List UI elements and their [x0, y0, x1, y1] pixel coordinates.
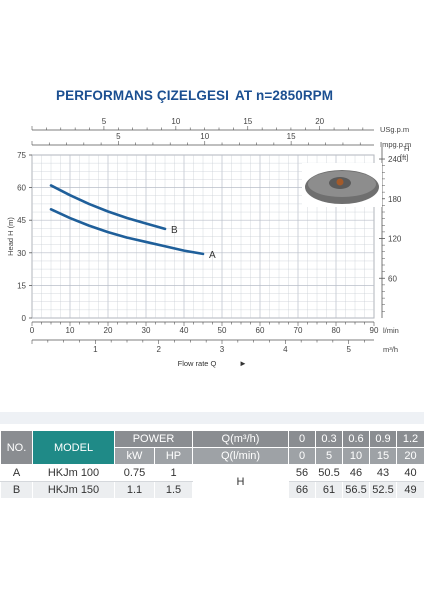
row-h-value: 40 — [396, 464, 424, 482]
q-m3h-value: 1.2 — [396, 430, 424, 448]
top-axis-tick-label: 10 — [171, 117, 180, 126]
right-tick-label: 240 — [388, 155, 402, 164]
m3h-tick-label: 2 — [156, 345, 161, 354]
row-h-value: 61 — [315, 481, 343, 499]
header-kw: kW — [114, 447, 155, 465]
flow-rate-arrow: ► — [239, 359, 247, 368]
right-axis-unit: [ft] — [400, 153, 408, 162]
table-row: A HKJm 100 0.75 1 H 56 50.5 46 43 40 — [0, 464, 424, 499]
row-h-value: 56.5 — [342, 481, 370, 499]
row-no: A — [0, 464, 33, 482]
y-tick-label: 30 — [17, 249, 26, 258]
right-tick-label: 120 — [388, 235, 402, 244]
q-lmin-value: 5 — [315, 447, 343, 465]
header-q-lmin: Q(l/min) — [192, 447, 289, 465]
x-tick-label: 30 — [142, 326, 151, 335]
y-tick-label: 45 — [17, 216, 26, 225]
y-axis-label: Head H (m) — [6, 217, 15, 256]
title-text: PERFORMANS ÇIZELGESI — [56, 88, 230, 103]
q-lmin-value: 20 — [396, 447, 424, 465]
separator-band — [0, 412, 424, 424]
top-axis-unit: Impg.p.m — [380, 140, 411, 149]
x-tick-label: 80 — [332, 326, 341, 335]
x-tick-label: 50 — [218, 326, 227, 335]
top-axis-tick-label: 5 — [116, 132, 121, 141]
row-model: HKJm 150 — [32, 481, 115, 499]
right-axis-label: H — [404, 144, 409, 153]
row-h-value: 50.5 — [315, 464, 343, 482]
row-model: HKJm 100 — [32, 464, 115, 482]
row-h-value: 52.5 — [369, 481, 397, 499]
x-tick-label: 0 — [30, 326, 35, 335]
row-h-value: 49 — [396, 481, 424, 499]
x-tick-label: 40 — [180, 326, 189, 335]
flow-rate-label: Flow rate Q — [178, 359, 217, 368]
series-curve-A — [49, 208, 205, 256]
q-m3h-value: 0.6 — [342, 430, 370, 448]
impeller-center — [336, 178, 344, 186]
x-tick-label: 20 — [104, 326, 113, 335]
top-axis-tick-label: 5 — [102, 117, 107, 126]
header-model: MODEL — [32, 430, 115, 465]
header-power: POWER — [114, 430, 193, 448]
x-tick-label: 70 — [294, 326, 303, 335]
q-m3h-value: 0 — [288, 430, 316, 448]
series-curve-B — [49, 184, 167, 231]
q-m3h-value: 0.9 — [369, 430, 397, 448]
spec-table: NO. MODEL POWER Q(m³/h) 0 0.3 0.6 0.9 1.… — [0, 430, 424, 499]
pump-impeller-photo — [302, 163, 382, 207]
y-tick-label: 75 — [17, 151, 26, 160]
row-h-value: 56 — [288, 464, 316, 482]
x-tick-label: 90 — [370, 326, 379, 335]
top-axis-tick-label: 15 — [287, 132, 296, 141]
m3h-tick-label: 4 — [283, 345, 288, 354]
row-no: B — [0, 481, 33, 499]
series-label-B: B — [171, 225, 178, 236]
y-tick-label: 15 — [17, 281, 26, 290]
top-axis-unit: USg.p.m — [380, 125, 409, 134]
table-row: B HKJm 150 1.1 1.5 66 61 56.5 52.5 49 — [0, 481, 424, 499]
header-hp: HP — [154, 447, 193, 465]
row-h-value: 46 — [342, 464, 370, 482]
m3h-tick-label: 1 — [93, 345, 98, 354]
row-h-label: H — [192, 464, 289, 499]
series-label-A: A — [209, 250, 216, 261]
q-lmin-value: 10 — [342, 447, 370, 465]
row-hp: 1 — [154, 464, 193, 482]
top-axis-tick-label: 20 — [315, 117, 324, 126]
m3h-tick-label: 3 — [220, 345, 225, 354]
row-h-value: 66 — [288, 481, 316, 499]
header-q-m3h: Q(m³/h) — [192, 430, 289, 448]
q-lmin-value: 15 — [369, 447, 397, 465]
y-tick-label: 60 — [17, 184, 26, 193]
q-m3h-value: 0.3 — [315, 430, 343, 448]
x-tick-label: 60 — [256, 326, 265, 335]
row-hp: 1.5 — [154, 481, 193, 499]
top-axis-tick-label: 15 — [243, 117, 252, 126]
page-title: PERFORMANS ÇIZELGESI AT n=2850RPM — [56, 88, 333, 103]
row-kw: 1.1 — [114, 481, 155, 499]
top-axis-tick-label: 10 — [200, 132, 209, 141]
x-axis-unit: l/min — [383, 326, 399, 335]
m3h-axis-unit: m³/h — [383, 345, 398, 354]
header-no: NO. — [0, 430, 33, 465]
right-tick-label: 60 — [388, 274, 397, 283]
x-tick-label: 10 — [66, 326, 75, 335]
m3h-tick-label: 5 — [346, 345, 351, 354]
title-rpm: AT n=2850RPM — [235, 88, 334, 103]
right-tick-label: 180 — [388, 195, 402, 204]
q-lmin-value: 0 — [288, 447, 316, 465]
row-kw: 0.75 — [114, 464, 155, 482]
y-tick-label: 0 — [22, 314, 27, 323]
row-h-value: 43 — [369, 464, 397, 482]
